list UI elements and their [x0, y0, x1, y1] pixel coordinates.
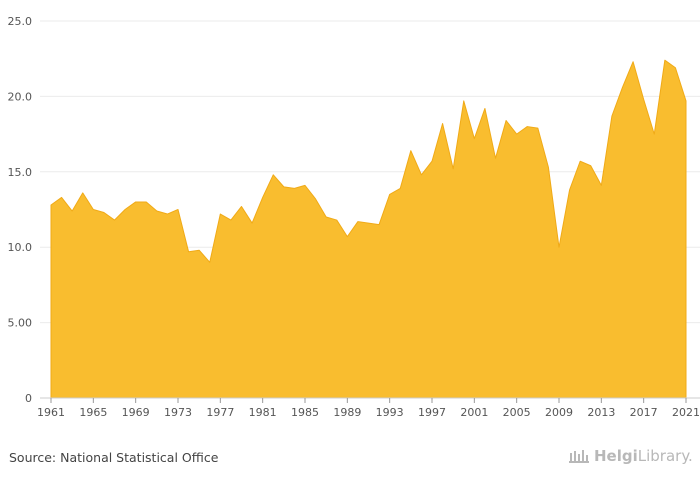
y-tick-labels: 0 5.00 10.0 15.0 20.0 25.0	[8, 15, 33, 405]
x-tick-label: 1989	[333, 406, 361, 419]
y-tick-label: 10.0	[8, 241, 33, 254]
x-tick-label: 2021	[672, 406, 700, 419]
y-tick-label: 25.0	[8, 15, 33, 28]
axes	[40, 397, 700, 403]
x-tick-label: 1973	[164, 406, 192, 419]
x-tick-label: 1961	[37, 406, 65, 419]
x-tick-label: 2009	[545, 406, 573, 419]
area-series	[50, 59, 687, 399]
x-tick-labels: 1961 1965 1969 1973 1977 1981 1985 1989 1993 1997…	[37, 406, 700, 419]
x-tick-label: 1981	[249, 406, 277, 419]
x-tick-label: 1965	[79, 406, 107, 419]
brand-name-part-1: Helgi	[594, 447, 638, 465]
x-tick-label: 1993	[376, 406, 404, 419]
x-tick-label: 2005	[503, 406, 531, 419]
x-tick-label: 1969	[122, 406, 150, 419]
y-tick-label: 15.0	[8, 166, 33, 179]
source-note: Source: National Statistical Office	[9, 450, 219, 465]
y-tick-label: 20.0	[8, 90, 33, 103]
y-tick-label: 0	[25, 392, 32, 405]
x-tick-label: 1997	[418, 406, 446, 419]
y-tick-label: 5.00	[8, 317, 33, 330]
library-icon	[569, 450, 589, 463]
brand-logo: HelgiLibrary.	[568, 447, 693, 465]
brand-name-part-2: Library.	[637, 447, 693, 465]
area-fill	[50, 59, 687, 399]
x-tick-label: 2013	[587, 406, 615, 419]
x-tick-label: 1977	[206, 406, 234, 419]
x-tick-label: 2001	[460, 406, 488, 419]
x-tick-label: 2017	[630, 406, 658, 419]
x-tick-label: 1985	[291, 406, 319, 419]
